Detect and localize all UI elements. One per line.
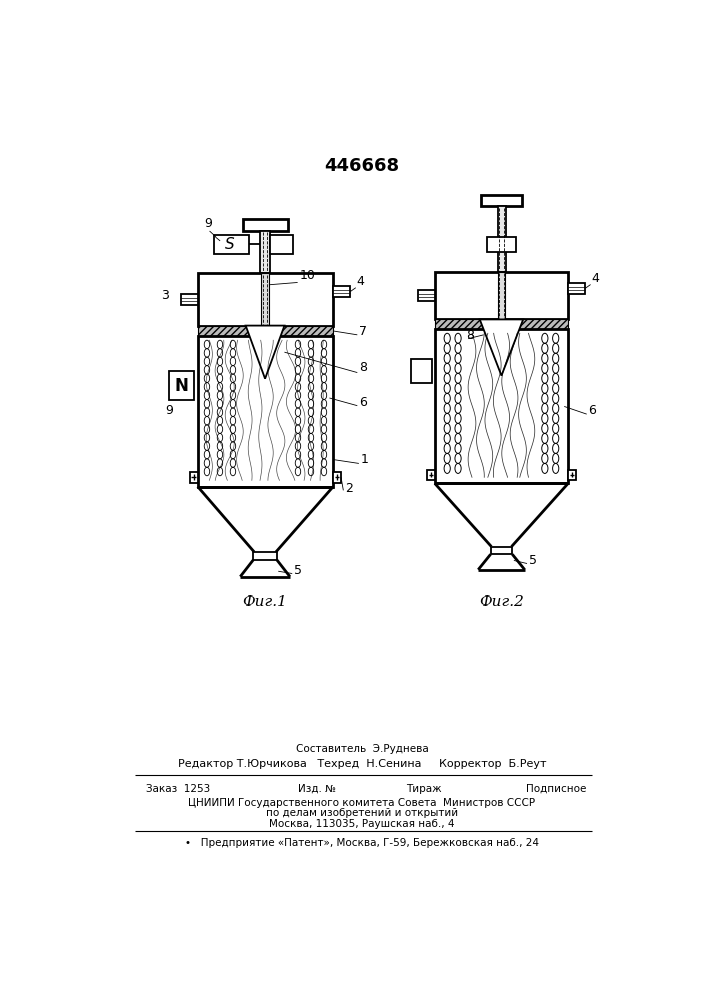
Text: 3: 3	[161, 289, 169, 302]
Polygon shape	[246, 326, 284, 379]
Text: 7: 7	[359, 325, 367, 338]
Bar	[333, 472, 341, 483]
Bar	[243, 219, 288, 231]
Text: Тираж: Тираж	[406, 784, 442, 794]
Bar	[498, 206, 506, 272]
Text: 6: 6	[359, 396, 367, 409]
Bar	[435, 319, 568, 329]
Text: 9: 9	[204, 217, 213, 230]
Bar	[411, 359, 433, 383]
Text: 4: 4	[356, 275, 364, 288]
Text: 446668: 446668	[325, 157, 399, 175]
Text: Москва, 113035, Раушская наб., 4: Москва, 113035, Раушская наб., 4	[269, 819, 455, 829]
Text: ЦНИИПИ Государственного комитета Совета  Министров СССР: ЦНИИПИ Государственного комитета Совета …	[188, 798, 535, 808]
Text: Подписное: Подписное	[526, 784, 587, 794]
Bar	[190, 472, 198, 483]
Text: Фиг.1: Фиг.1	[243, 595, 288, 609]
Text: 2: 2	[345, 482, 353, 495]
Bar	[261, 273, 269, 326]
Text: 9: 9	[165, 404, 173, 417]
Bar	[427, 470, 435, 480]
Bar	[418, 290, 435, 301]
Text: 10: 10	[299, 269, 315, 282]
Bar	[435, 272, 568, 319]
Text: Составитель  Э.Руднева: Составитель Э.Руднева	[296, 744, 428, 754]
Bar	[481, 195, 522, 206]
Text: Фиг.2: Фиг.2	[479, 595, 524, 609]
Bar	[333, 286, 351, 297]
Bar	[270, 235, 293, 254]
Text: 6: 6	[588, 404, 596, 417]
Text: N: N	[175, 377, 188, 395]
Text: 8: 8	[359, 361, 367, 374]
Text: Изд. №: Изд. №	[298, 784, 336, 794]
Text: S: S	[225, 237, 235, 252]
Bar	[491, 547, 513, 554]
Bar	[198, 336, 333, 487]
Bar	[198, 273, 333, 326]
Bar	[180, 294, 198, 305]
Text: 1: 1	[361, 453, 368, 466]
Text: •   Предприятие «Патент», Москва, Г-59, Бережковская наб., 24: • Предприятие «Патент», Москва, Г-59, Бе…	[185, 838, 539, 848]
Polygon shape	[480, 319, 523, 376]
Bar	[253, 552, 276, 560]
Text: по делам изобретений и открытий: по делам изобретений и открытий	[266, 808, 458, 818]
Bar	[198, 326, 333, 336]
Bar	[568, 470, 575, 480]
Text: Заказ  1253: Заказ 1253	[146, 784, 211, 794]
Bar	[568, 283, 585, 294]
Bar	[169, 371, 194, 400]
Text: 8: 8	[466, 329, 474, 342]
Text: 5: 5	[293, 564, 302, 577]
Bar	[214, 235, 249, 254]
Bar	[498, 272, 506, 319]
Text: 5: 5	[529, 554, 537, 567]
Bar	[486, 237, 516, 252]
Text: 4: 4	[591, 272, 600, 285]
Bar	[260, 231, 270, 273]
Bar	[435, 329, 568, 483]
Text: Редактор Т.Юрчикова   Техред  Н.Сенина     Корректор  Б.Реут: Редактор Т.Юрчикова Техред Н.Сенина Корр…	[177, 759, 547, 769]
